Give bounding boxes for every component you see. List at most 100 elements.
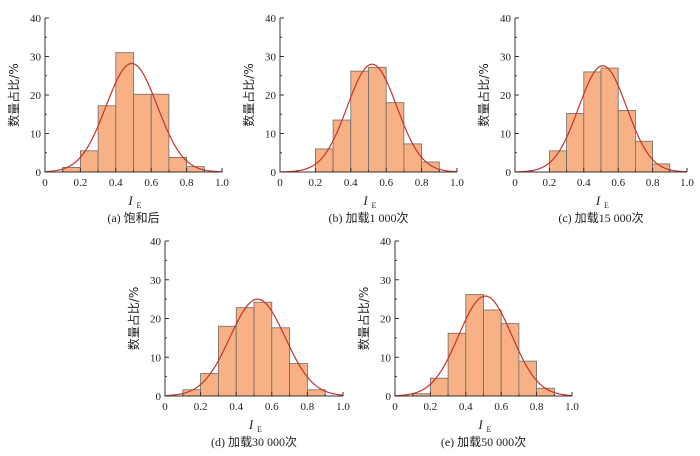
x-tick-label: 0.4 [344,177,358,189]
x-tick-label: 1.0 [215,177,229,189]
x-tick-label: 0 [42,177,48,189]
histogram-bar [403,143,422,173]
x-axis-label-subscript: E [372,201,377,210]
y-tick-label: 10 [500,129,512,141]
histogram-bar [306,389,326,397]
histogram-bar [385,102,405,173]
x-axis-label-subscript: E [257,425,262,434]
x-axis-label: I [595,193,601,208]
normal-fit-curve [394,295,573,397]
x-tick-label: 1.0 [680,177,694,189]
y-tick-label: 0 [156,391,162,403]
histogram-bar [518,360,538,397]
panel-3: 0 0.2 0.4 0.6 0.8 1.0 0 10 20 30 40 数量占比/% I E(c) 加载1… [476,13,694,225]
histogram-bar [421,161,440,173]
y-tick-label: 20 [265,90,277,102]
x-tick-label: 0.8 [180,177,194,189]
y-tick-label: 20 [30,90,42,102]
histogram-bar [253,301,273,397]
y-tick-label: 0 [386,391,392,403]
x-tick-label: 0.4 [229,401,243,413]
x-tick-label: 0.8 [646,177,660,189]
panel-4: 0 0.2 0.4 0.6 0.8 1.0 0 10 20 30 40 数量占比/% I E(d) 加载3… [126,236,350,449]
y-axis-label: 数量占比/% [476,63,491,126]
histogram-bar [115,52,134,173]
histogram-bar [200,373,219,397]
y-tick-label: 40 [380,236,392,248]
y-axis-label: 数量占比/% [241,63,256,126]
x-tick-label: 0.2 [543,177,557,189]
histogram-bar [217,325,237,397]
x-tick-label: 0.4 [109,177,123,189]
panel-5: 0 0.2 0.4 0.6 0.8 1.0 0 10 20 30 40 数量占比/% I E(e) 加载5… [356,236,579,449]
histogram-bar [652,163,671,173]
y-tick-label: 20 [150,314,162,326]
histogram-bar [168,156,187,173]
x-tick-label: 0 [162,401,168,413]
panel-1: 0 0.2 0.4 0.6 0.8 1.0 0 10 20 30 40 数量占比/% I E(a) 饱和后 [6,13,229,225]
normal-fit-curve [164,298,344,397]
x-tick-label: 0.6 [379,177,393,189]
y-tick-label: 40 [500,13,512,25]
x-tick-label: 0.8 [530,401,544,413]
x-axis-label-subscript: E [137,201,142,210]
histogram-bar [465,294,484,397]
x-tick-label: 0.2 [309,177,323,189]
y-tick-label: 40 [265,13,277,25]
y-tick-label: 40 [150,236,162,248]
x-tick-label: 0.2 [424,401,438,413]
x-tick-label: 1.0 [336,401,350,413]
x-axis-label: I [477,417,483,432]
x-axis-label: I [248,417,254,432]
x-tick-label: 0 [392,401,398,413]
histogram-bar [350,70,369,173]
histogram-bar [600,67,619,173]
y-tick-label: 30 [500,52,512,64]
histogram-bar [235,307,255,397]
x-axis-label: I [127,193,133,208]
y-tick-label: 10 [30,129,42,141]
histogram-bar [368,66,387,173]
y-tick-label: 30 [150,275,162,287]
y-axis-label: 数量占比/% [126,287,141,350]
histogram-bar [332,119,352,173]
x-tick-label: 1.0 [450,177,464,189]
x-tick-label: 0.6 [265,401,279,413]
y-tick-label: 10 [265,129,277,141]
y-tick-label: 10 [380,352,392,364]
y-axis-label: 数量占比/% [6,63,21,126]
x-tick-label: 0 [512,177,518,189]
y-axis-label: 数量占比/% [356,287,371,350]
histogram-bar [447,332,467,397]
x-tick-label: 0.4 [459,401,473,413]
histogram-bar [271,327,290,397]
y-tick-label: 30 [30,52,42,64]
y-tick-label: 0 [271,167,277,179]
x-tick-label: 0.8 [415,177,429,189]
x-tick-label: 0.6 [611,177,625,189]
x-tick-label: 0.2 [74,177,88,189]
panel-caption: (e) 加载50 000次 [441,435,526,449]
x-axis-label-subscript: E [604,201,609,210]
y-tick-label: 30 [380,275,392,287]
panel-caption: (d) 加载30 000次 [211,435,297,449]
normal-fit-curve [279,63,458,173]
y-tick-label: 40 [30,13,42,25]
panel-caption: (a) 饱和后 [107,210,159,225]
y-tick-label: 20 [500,90,512,102]
x-tick-label: 0.8 [301,401,315,413]
y-tick-label: 10 [150,352,162,364]
histogram-bar [483,309,502,397]
histogram-bar [97,105,117,173]
x-tick-label: 0.6 [494,401,508,413]
histogram-bar [150,93,170,173]
histogram-bar [133,93,152,173]
x-axis-label-subscript: E [487,425,492,434]
y-tick-label: 30 [265,52,277,64]
histogram-bar [289,363,308,397]
x-tick-label: 0.6 [144,177,158,189]
y-tick-label: 0 [36,167,42,179]
normal-fit-curve [44,62,223,173]
histogram-bar [566,113,585,173]
